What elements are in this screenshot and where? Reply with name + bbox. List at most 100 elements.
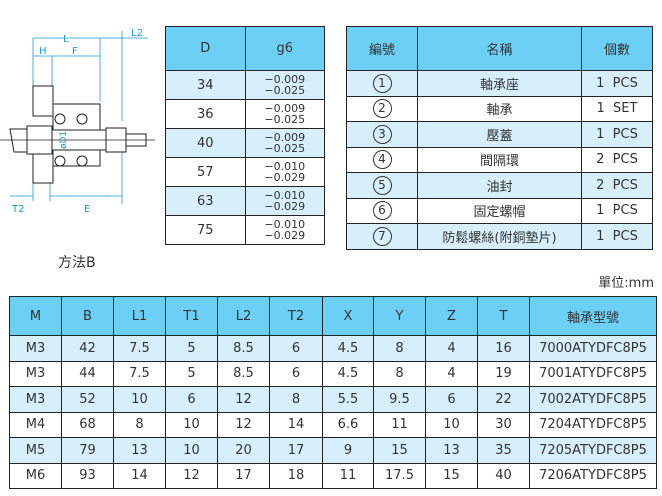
table-row: 7 防鬆螺絲(附銅墊片) 1 PCS: [346, 223, 653, 250]
upper-tolerance: −0.009: [264, 131, 306, 144]
dim-label-l2: L2: [131, 28, 143, 39]
table-cell: 14: [269, 411, 323, 438]
table-cell: 7.5: [113, 335, 166, 362]
table-cell: 5: [165, 335, 218, 362]
table-cell: 79: [61, 437, 114, 464]
table-cell: 9: [322, 437, 374, 464]
part-number-badge: 3: [372, 124, 392, 144]
tolerance-cell: −0.009 −0.025: [244, 128, 325, 158]
part-number-cell: 7: [346, 223, 418, 250]
table-cell: 7002ATYDFC8P5: [529, 386, 657, 413]
lower-tolerance: −0.025: [264, 113, 306, 126]
part-name-cell: 壓蓋: [417, 121, 582, 148]
table-cell: 68: [61, 411, 114, 438]
table-cell: 35: [477, 437, 530, 464]
table-cell: 30: [477, 411, 530, 438]
header-number: 編號: [346, 26, 418, 71]
table-row: 75 −0.010 −0.029: [165, 215, 325, 245]
dimension-table: M B L1 T1 L2 T2 X Y Z T 軸承型號 M3 42 7.5 5 8.5 6 4.5 8 4 16 70…: [9, 296, 657, 489]
parts-table: 編號 名稱 個數 1 軸承座 1 PCS 2 軸承 1 SET 3 壓蓋 1 PCS 4 間隔環 2 PC…: [346, 26, 653, 250]
column-header: Y: [373, 296, 426, 336]
dim-label-f: F: [72, 46, 78, 57]
table-cell: 6: [425, 386, 478, 413]
part-name-cell: 防鬆螺絲(附銅墊片): [417, 223, 582, 250]
part-quantity-cell: 2 PCS: [581, 146, 653, 173]
tolerance-cell: −0.009 −0.025: [244, 70, 325, 100]
table-cell: 17: [269, 437, 323, 464]
table-cell: 8.5: [217, 360, 270, 387]
tolerance-cell: −0.009 −0.025: [244, 99, 325, 129]
header-name: 名稱: [417, 26, 582, 71]
table-cell: 9.5: [373, 386, 426, 413]
table-cell: 15: [373, 437, 426, 464]
table-cell: M3: [9, 360, 62, 387]
column-header: Z: [425, 296, 478, 336]
table-cell: 7001ATYDFC8P5: [529, 360, 657, 387]
table-cell: 10: [425, 411, 478, 438]
table-cell: 8: [373, 360, 426, 387]
table-row: 63 −0.010 −0.029: [165, 186, 325, 216]
tolerance-cell: −0.010 −0.029: [244, 157, 325, 187]
table-cell: 12: [217, 411, 270, 438]
table-cell: M6: [9, 462, 62, 489]
lower-tolerance: −0.029: [264, 200, 306, 213]
part-name-cell: 軸承座: [417, 70, 582, 97]
part-number-cell: 2: [346, 95, 418, 122]
column-header: 軸承型號: [529, 296, 657, 336]
column-header: M: [9, 296, 62, 336]
table-cell: 7206ATYDFC8P5: [529, 462, 657, 489]
table-cell: 7204ATYDFC8P5: [529, 411, 657, 438]
table-cell: 4: [425, 335, 478, 362]
dim-label-h: H: [39, 46, 47, 57]
table-cell: 7000ATYDFC8P5: [529, 335, 657, 362]
table-row: 34 −0.009 −0.025: [165, 70, 325, 100]
table-cell: 52: [61, 386, 114, 413]
table-cell: M4: [9, 411, 62, 438]
diagram-caption: 方法B: [58, 255, 96, 271]
header-d: D: [165, 26, 246, 71]
table-cell: 17.5: [373, 462, 426, 489]
table-cell: 4.5: [322, 360, 374, 387]
diameter-cell: 34: [165, 70, 246, 100]
column-header: X: [322, 296, 374, 336]
part-name-cell: 軸承: [417, 95, 582, 122]
diameter-cell: 63: [165, 186, 246, 216]
table-cell: 13: [425, 437, 478, 464]
table-row: 1 軸承座 1 PCS: [346, 70, 653, 97]
header-g6: g6: [244, 26, 325, 71]
table-cell: 42: [61, 335, 114, 362]
part-number-badge: 1: [372, 73, 392, 93]
part-name-cell: 油封: [417, 172, 582, 199]
table-row: M3 44 7.5 5 8.5 6 4.5 8 4 19 7001ATYDFC8P5: [9, 360, 657, 387]
table-row: 4 間隔環 2 PCS: [346, 146, 653, 173]
part-quantity-cell: 1 PCS: [581, 70, 653, 97]
table-cell: 5.5: [322, 386, 374, 413]
table-cell: 20: [217, 437, 270, 464]
diameter-cell: 75: [165, 215, 246, 245]
table-cell: 12: [165, 462, 218, 489]
part-number-badge: 2: [372, 99, 392, 119]
table-cell: 8: [269, 386, 323, 413]
table-row: M6 93 14 12 17 18 11 17.5 15 40 7206ATYDFC8P5: [9, 462, 657, 489]
table-cell: 5: [165, 360, 218, 387]
part-quantity-cell: 2 PCS: [581, 172, 653, 199]
table-cell: M5: [9, 437, 62, 464]
part-quantity-cell: 1 SET: [581, 95, 653, 122]
table-cell: 22: [477, 386, 530, 413]
table-cell: 40: [477, 462, 530, 489]
table-cell: 16: [477, 335, 530, 362]
diameter-cell: 40: [165, 128, 246, 158]
column-header: T1: [165, 296, 218, 336]
table-cell: 44: [61, 360, 114, 387]
table-cell: 15: [425, 462, 478, 489]
upper-tolerance: −0.009: [264, 102, 306, 115]
part-name-cell: 固定螺帽: [417, 197, 582, 224]
header-quantity: 個數: [581, 26, 653, 71]
lower-tolerance: −0.029: [264, 229, 306, 242]
table-cell: 8: [113, 411, 166, 438]
table-row: M3 42 7.5 5 8.5 6 4.5 8 4 16 7000ATYDFC8P5: [9, 335, 657, 362]
tolerance-cell: −0.010 −0.029: [244, 186, 325, 216]
table-cell: 8: [373, 335, 426, 362]
table-cell: 11: [322, 462, 374, 489]
